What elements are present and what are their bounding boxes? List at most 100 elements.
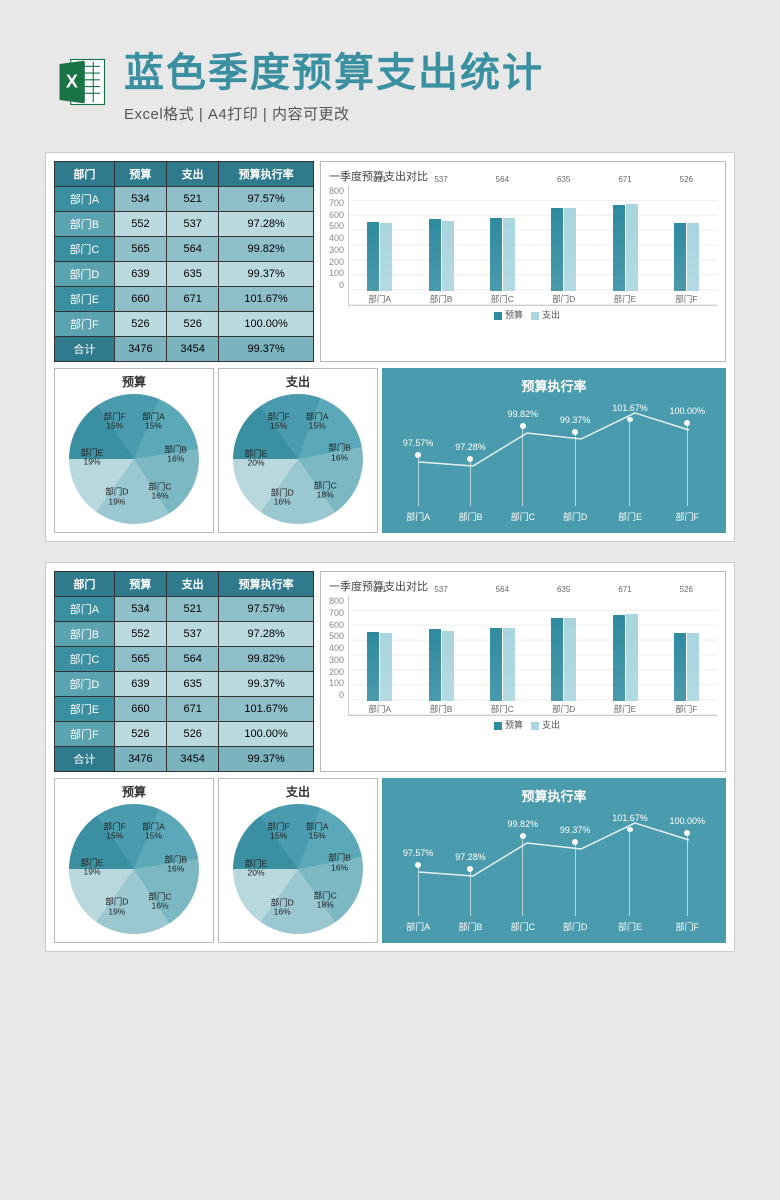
bar [626,614,638,701]
bar [442,631,454,701]
bar [613,615,625,701]
bar-group: 635部门D [538,597,590,715]
table-row: 部门C56556499.82% [55,237,314,262]
rate-point: 99.37%部门D [560,403,591,523]
table-row: 部门A53452197.57% [55,597,314,622]
table-row: 部门E660671101.67% [55,287,314,312]
rate-point: 97.57%部门A [403,813,434,933]
pie-slice-label: 部门E19% [81,859,104,878]
pie-slice-label: 部门E20% [245,450,268,469]
chart-legend: 预算支出 [329,718,717,731]
pie-slice-label: 部门B16% [164,445,187,464]
page-subtitle: Excel格式 | A4打印 | 内容可更改 [124,103,725,124]
bar [687,223,699,291]
budget-table: 部门预算支出预算执行率部门A53452197.57%部门B55253797.28… [54,161,314,362]
table-header: 部门 [55,572,115,597]
excel-icon: X [55,55,109,109]
bar [674,633,686,701]
bar [380,223,392,291]
rate-point: 100.00%部门F [670,813,706,933]
dashboard-sheet: 部门预算支出预算执行率部门A53452197.57%部门B55253797.28… [45,562,735,952]
svg-text:X: X [66,72,78,92]
bar [503,628,515,701]
pie-chart: 预算部门A15%部门B16%部门C16%部门D19%部门E19%部门F15% [54,778,214,943]
rate-point: 101.67%部门E [612,813,648,933]
bar [367,632,379,701]
chart-title: 支出 [223,373,373,390]
bar [564,208,576,291]
bar-group: 537部门B [415,187,467,305]
bar-chart: 一季度预算支出对比8007006005004003002001000521部门A… [320,571,726,772]
rate-chart: 预算执行率97.57%部门A97.28%部门B99.82%部门C99.37%部门… [382,368,726,533]
pie-slice-label: 部门B16% [328,854,351,873]
bar [367,222,379,291]
pie-slice-label: 部门C18% [314,482,337,501]
table-row: 部门F526526100.00% [55,722,314,747]
table-header: 预算 [114,162,166,187]
pie-slice-label: 部门D16% [271,489,294,508]
table-row: 合计3476345499.37% [55,747,314,772]
pie-slice-label: 部门A15% [142,412,165,431]
rate-point: 97.28%部门B [455,403,486,523]
bar [674,223,686,291]
bar-chart: 一季度预算支出对比8007006005004003002001000521部门A… [320,161,726,362]
pie-slice-label: 部门F15% [268,822,290,841]
bar-group: 537部门B [415,597,467,715]
bar-group: 671部门E [599,187,651,305]
table-row: 部门D63963599.37% [55,672,314,697]
bar-group: 521部门A [354,597,406,715]
bar [613,205,625,291]
rate-point: 101.67%部门E [612,403,648,523]
pie-slice-label: 部门D16% [271,899,294,918]
pie-slice-label: 部门C16% [148,893,171,912]
table-header: 部门 [55,162,115,187]
pie-chart: 支出部门A15%部门B16%部门C18%部门D16%部门E20%部门F15% [218,778,378,943]
pie-slice-label: 部门D19% [105,488,128,507]
chart-title: 预算执行率 [392,786,716,805]
pie-slice-label: 部门E19% [81,449,104,468]
pie-chart: 预算部门A15% 部门B16% 部门C16% 部门D19% 部门E19%部门F15% [54,368,214,533]
table-row: 部门E660671101.67% [55,697,314,722]
bar-group: 526部门F [661,187,713,305]
bar-group: 521部门A [354,187,406,305]
bar [380,633,392,701]
bar-group: 635部门D [538,187,590,305]
bar [551,208,563,291]
table-header: 预算执行率 [219,162,314,187]
table-row: 合计3476345499.37% [55,337,314,362]
pie-slice-label: 部门A15% [306,822,329,841]
chart-title: 预算 [59,373,209,390]
bar [687,633,699,701]
rate-chart: 预算执行率97.57%部门A97.28%部门B99.82%部门C99.37%部门… [382,778,726,943]
table-row: 部门B55253797.28% [55,212,314,237]
chart-title: 支出 [223,783,373,800]
template-header: X 蓝色季度预算支出统计 Excel格式 | A4打印 | 内容可更改 [0,20,780,132]
pie-slice-label: 部门C16% [148,483,171,502]
rate-point: 97.57%部门A [403,403,434,523]
pie-slice-label: 部门F15% [104,412,126,431]
budget-table: 部门预算支出预算执行率部门A53452197.57%部门B55253797.28… [54,571,314,772]
dashboard-sheet: 部门预算支出预算执行率部门A53452197.57%部门B55253797.28… [45,152,735,542]
pie-slice-label: 部门E20% [245,860,268,879]
table-row: 部门A53452197.57% [55,187,314,212]
bar [626,204,638,291]
pie-slice-label: 部门D19% [105,898,128,917]
table-row: 部门F526526100.00% [55,312,314,337]
bar [490,218,502,291]
pie-slice-label: 部门A15% [306,412,329,431]
table-row: 部门D63963599.37% [55,262,314,287]
bar-group: 564部门C [477,187,529,305]
pie-slice-label: 部门F15% [104,822,126,841]
chart-title: 预算 [59,783,209,800]
pie-slice-label: 部门F15% [268,412,290,431]
bar-group: 526部门F [661,597,713,715]
bar-group: 564部门C [477,597,529,715]
rate-point: 99.37%部门D [560,813,591,933]
table-header: 预算 [114,572,166,597]
table-header: 预算执行率 [219,572,314,597]
pie-chart: 支出部门A15% 部门B16% 部门C18% 部门D16% 部门E20%部门F15% [218,368,378,533]
bar [429,219,441,291]
bar-group: 671部门E [599,597,651,715]
pie-slice-label: 部门B16% [328,444,351,463]
bar [503,218,515,291]
